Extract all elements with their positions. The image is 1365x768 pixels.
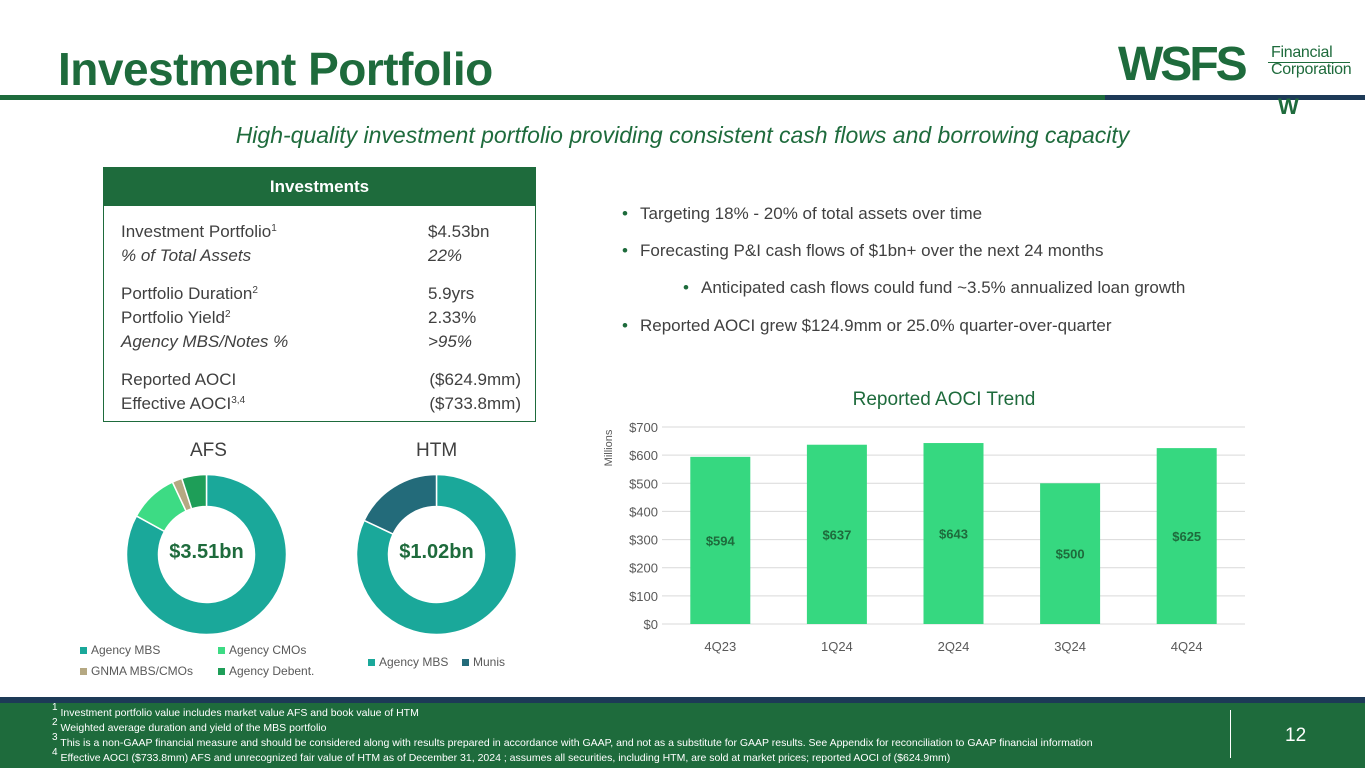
table-row: Portfolio Yield2 2.33% (121, 306, 521, 329)
x-tick-label: 4Q24 (1171, 639, 1203, 654)
page-number: 12 (1285, 725, 1307, 746)
row-label: Investment Portfolio1 (121, 222, 277, 241)
bar-chart-title: Reported AOCI Trend (852, 389, 1036, 410)
afs-title: AFS (190, 440, 227, 461)
htm-center-label: $1.02bn (399, 541, 474, 563)
bar-data-label: $643 (939, 527, 968, 542)
afs-center-label: $3.51bn (169, 541, 244, 563)
logo-brand: WSFS (1118, 38, 1248, 91)
bullet-item-sub: • Anticipated cash flows could fund ~3.5%… (683, 278, 1186, 297)
footer (0, 703, 1365, 768)
htm-donut-chart (355, 473, 518, 636)
bar-1q24 (806, 444, 867, 624)
y-tick-label: $600 (629, 448, 658, 463)
page-subtitle: High-quality investment portfolio provid… (235, 122, 1130, 148)
table-row: % of Total Assets 22% (121, 244, 521, 267)
x-tick-label: 3Q24 (1054, 639, 1086, 654)
bar-data-label: $594 (706, 533, 736, 548)
bullet-item: • Forecasting P&I cash flows of $1bn+ ove… (622, 241, 1104, 260)
company-logo: WSFS Financial Corporation W (1118, 38, 1353, 119)
bar-2q24 (923, 443, 984, 624)
page-title: Investment Portfolio (58, 43, 493, 95)
afs-donut-chart (125, 473, 288, 636)
logo-text: Financial Corporation (1271, 44, 1352, 78)
table-row: Reported AOCI ($624.9mm) (121, 368, 521, 391)
row-value: ($733.8mm) (429, 394, 521, 413)
y-tick-label: $400 (629, 504, 658, 519)
bar-3q24 (1040, 483, 1101, 624)
row-label: Portfolio Duration2 (121, 284, 258, 303)
y-tick-label: $300 (629, 533, 658, 548)
y-tick-label: $700 (629, 420, 658, 435)
bar-data-label: $500 (1056, 547, 1085, 562)
row-value: $4.53bn (428, 222, 490, 241)
logo-divider (1268, 62, 1350, 63)
bullet-item: • Reported AOCI grew $124.9mm or 25.0% qu… (622, 316, 1112, 335)
logo-line-1: Financial (1271, 44, 1333, 61)
bullet-item: • Targeting 18% - 20% of total assets ove… (622, 204, 983, 223)
legend-item: Agency MBS (368, 655, 448, 669)
row-value: 5.9yrs (428, 284, 475, 303)
bar-data-label: $625 (1172, 529, 1201, 544)
x-tick-label: 1Q24 (821, 639, 853, 654)
title-rule (0, 95, 1365, 100)
row-value: >95% (428, 332, 472, 351)
row-label: % of Total Assets (121, 246, 252, 265)
row-value: 2.33% (428, 308, 477, 327)
row-label: Agency MBS/Notes % (121, 332, 289, 351)
legend-item: Agency Debent. (218, 664, 314, 678)
htm-title: HTM (416, 440, 458, 461)
footer-divider (1230, 710, 1231, 758)
row-label: Portfolio Yield2 (121, 308, 231, 327)
y-tick-label: $100 (629, 589, 658, 604)
bar-4q23 (690, 456, 751, 624)
footnote: 4 Effective AOCI ($733.8mm) AFS and unre… (52, 747, 951, 765)
donut-slice-munis (363, 473, 438, 536)
y-tick-label: $0 (644, 617, 658, 632)
donut-slice-agency-debent- (180, 473, 208, 510)
footnote: 1 Investment portfolio value includes ma… (52, 702, 419, 720)
bar-data-label: $637 (822, 527, 851, 542)
table-row: Investment Portfolio1 $4.53bn (121, 220, 521, 243)
table-row: Portfolio Duration2 5.9yrs (121, 282, 521, 305)
row-value: 22% (428, 246, 463, 265)
table-row: Effective AOCI3,4 ($733.8mm) (121, 392, 521, 415)
legend-item: Agency CMOs (218, 643, 306, 657)
row-label: Reported AOCI (121, 370, 237, 389)
legend-item: Munis (462, 655, 505, 669)
donut-slice-agency-mbs (355, 473, 518, 636)
investments-table: Investments Investment Portfolio1 $4.53b… (103, 167, 536, 422)
y-tick-label: $200 (629, 561, 658, 576)
table-row: Agency MBS/Notes % >95% (121, 330, 521, 353)
legend-item: GNMA MBS/CMOs (80, 664, 193, 678)
row-label: Effective AOCI3,4 (121, 394, 246, 413)
footer-rule (0, 697, 1365, 703)
logo-mark: W (1278, 94, 1299, 119)
donut-slice-agency-mbs (125, 473, 288, 636)
footnote: 2 Weighted average duration and yield of… (52, 717, 327, 735)
legend-item: Agency MBS (80, 643, 160, 657)
footnote: 3 This is a non-GAAP financial measure a… (52, 732, 1093, 750)
bar-4q24 (1156, 448, 1217, 624)
aoci-bar-chart: $0 $100 $200 $300 $400 $500 $600 $700 $594 4Q23 $6… (629, 420, 1245, 654)
x-tick-label: 2Q24 (938, 639, 970, 654)
y-tick-label: $500 (629, 476, 658, 491)
logo-line-2: Corporation (1271, 61, 1352, 78)
title-rule-accent (1105, 95, 1365, 100)
row-value: ($624.9mm) (429, 370, 521, 389)
investments-heading: Investments (104, 168, 535, 206)
x-tick-label: 4Q23 (704, 639, 736, 654)
